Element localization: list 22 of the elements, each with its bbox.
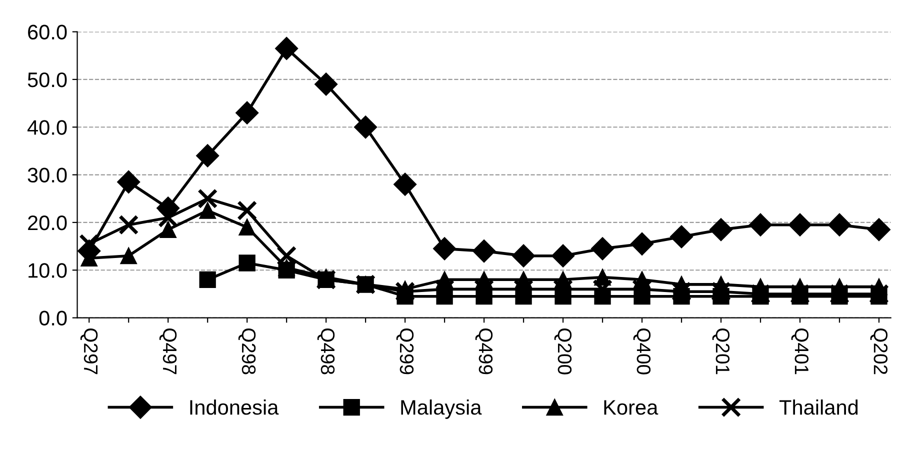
x-tick-label: Q401 — [791, 328, 809, 374]
legend-label: Korea — [604, 400, 658, 415]
y-tick-label: 40.0 — [27, 120, 67, 135]
x-tick-label: Q201 — [712, 328, 730, 374]
legend-label: Malaysia — [401, 399, 482, 419]
x-tick-label: Q298 — [238, 328, 256, 374]
y-tick-label: 30.0 — [28, 168, 67, 183]
y-tick-label: 0.0 — [39, 310, 67, 326]
legend-label: Thailand — [779, 399, 858, 415]
y-tick-label: 60.0 — [28, 24, 67, 40]
y-tick-label: 10.0 — [28, 263, 67, 278]
x-tick-label: Q498 — [317, 328, 335, 374]
x-tick-label: Q299 — [396, 328, 414, 374]
x-tick-label: Q400 — [633, 328, 651, 374]
x-tick-label: Q200 — [554, 328, 572, 374]
y-tick-label: 20.0 — [28, 215, 67, 230]
x-tick-label: Q297 — [80, 328, 98, 374]
x-tick-label: Q499 — [475, 328, 493, 374]
y-tick-label: 50.0 — [28, 72, 67, 88]
x-tick-label: Q202 — [870, 328, 888, 374]
legend-label: Indonesia — [190, 399, 279, 415]
x-tick-label: Q497 — [159, 328, 177, 374]
